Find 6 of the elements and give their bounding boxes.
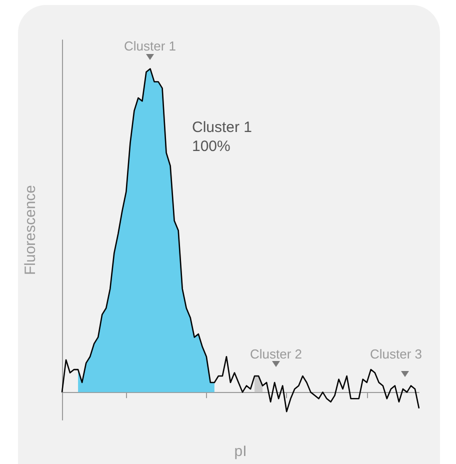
annotation: Cluster 1 100% [192, 119, 252, 155]
y-axis-title: Fluorescence [22, 184, 39, 276]
x-axis-title: pI [234, 443, 247, 460]
annotation: Cluster 2 [250, 346, 302, 362]
annotation: Cluster 3 [370, 346, 422, 362]
text: Cluster 1 [124, 38, 176, 54]
